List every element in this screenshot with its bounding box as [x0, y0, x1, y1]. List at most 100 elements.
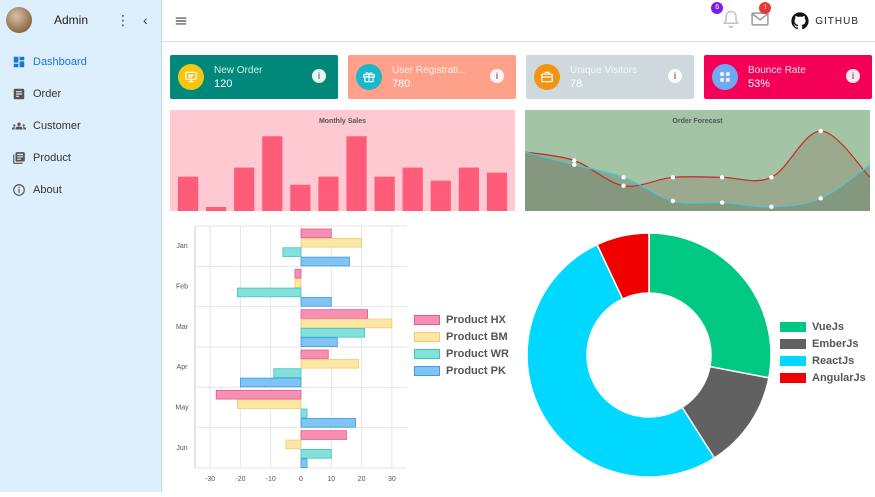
dashboard-icon: [13, 56, 25, 68]
stat-card-new-order[interactable]: New Order 120 i: [170, 55, 338, 99]
avatar[interactable]: [6, 7, 32, 33]
forecast-line: [525, 151, 870, 208]
product-bar[interactable]: [237, 287, 302, 298]
stat-card-bounce-rate[interactable]: Bounce Rate 53% i: [704, 55, 872, 99]
grid-icon: [712, 64, 738, 90]
framework-legend: VueJs EmberJs ReactJs AngularJs: [780, 321, 866, 389]
product-bar[interactable]: [294, 278, 302, 288]
sales-bar: [262, 136, 283, 211]
legend-item-vuejs[interactable]: VueJs: [780, 321, 866, 333]
product-bar[interactable]: [300, 297, 332, 307]
legend-item-pk[interactable]: Product PK: [414, 365, 509, 377]
legend-label: VueJs: [812, 321, 845, 333]
product-bar[interactable]: [300, 256, 350, 267]
product-bar[interactable]: [300, 349, 329, 360]
product-bar[interactable]: [294, 268, 302, 279]
forecast-point[interactable]: [670, 198, 676, 204]
forecast-point[interactable]: [572, 158, 577, 163]
forecast-point[interactable]: [769, 175, 774, 180]
sidebar-item-about[interactable]: About: [0, 174, 161, 206]
y-tick-label: Jun: [176, 445, 187, 452]
product-bar[interactable]: [282, 247, 302, 257]
y-tick-label: Jan: [176, 243, 187, 250]
donut-slice[interactable]: [596, 232, 650, 300]
github-label: GITHUB: [815, 15, 859, 27]
product-bar[interactable]: [300, 309, 369, 319]
mail-button[interactable]: !: [749, 1, 772, 34]
product-bar[interactable]: [300, 228, 332, 239]
card-title: Unique Visitors: [570, 64, 638, 76]
forecast-point[interactable]: [818, 128, 823, 134]
github-link[interactable]: GITHUB: [791, 12, 859, 30]
card-value: 780: [392, 77, 411, 90]
y-tick-label: May: [175, 405, 189, 412]
sales-bar: [402, 167, 423, 211]
forecast-point[interactable]: [621, 183, 626, 188]
products-chart-panel: -30 -20 -10 0 10 20 30 Jan Feb Mar Apr May Jun: [162, 220, 512, 492]
sales-bar: [318, 176, 339, 211]
product-bar[interactable]: [237, 399, 302, 409]
stat-card-unique-visitors[interactable]: Unique Visitors 78 i: [526, 55, 694, 99]
product-bar[interactable]: [300, 237, 362, 248]
forecast-point[interactable]: [719, 200, 725, 205]
forecast-point[interactable]: [572, 162, 577, 167]
sidebar-item-dashboard[interactable]: Dashboard: [0, 46, 161, 78]
forecast-point[interactable]: [621, 175, 626, 180]
product-bar[interactable]: [285, 439, 302, 450]
product-bar[interactable]: [300, 430, 347, 440]
forecast-area: [525, 131, 870, 211]
menu-icon[interactable]: [174, 14, 188, 28]
more-vert-icon[interactable]: ⋮: [116, 11, 130, 28]
product-bar[interactable]: [300, 449, 332, 459]
order-forecast-panel: Order Forecast: [525, 110, 870, 211]
info-icon[interactable]: i: [312, 69, 326, 83]
sidebar-item-order[interactable]: Order: [0, 78, 161, 110]
product-icon: [13, 152, 25, 164]
chevron-left-icon[interactable]: ‹: [143, 12, 148, 28]
legend-item-hx[interactable]: Product HX: [414, 314, 509, 326]
user-name: Admin: [54, 13, 89, 27]
product-bar[interactable]: [300, 458, 308, 468]
info-icon[interactable]: i: [490, 69, 504, 83]
legend-item-angularjs[interactable]: AngularJs: [780, 372, 866, 384]
forecast-point[interactable]: [670, 175, 676, 180]
forecast-point[interactable]: [818, 196, 823, 201]
sidebar-item-product[interactable]: Product: [0, 142, 161, 174]
sidebar-item-customer[interactable]: Customer: [0, 110, 161, 142]
legend-label: Product WR: [446, 348, 509, 360]
product-bar[interactable]: [215, 389, 302, 400]
product-bar[interactable]: [273, 368, 302, 378]
forecast-point[interactable]: [769, 204, 774, 209]
info-icon[interactable]: i: [668, 69, 682, 83]
legend-item-emberjs[interactable]: EmberJs: [780, 338, 866, 350]
product-bar[interactable]: [300, 408, 308, 419]
sidebar-item-label: Order: [33, 88, 62, 100]
x-tick-label: -30: [205, 476, 215, 483]
legend-label: AngularJs: [812, 372, 866, 384]
info-icon: [13, 184, 25, 196]
info-icon[interactable]: i: [846, 69, 860, 83]
card-title: User Registrati...: [392, 64, 467, 76]
product-bar[interactable]: [240, 377, 302, 388]
product-bar[interactable]: [300, 418, 356, 428]
product-bar[interactable]: [300, 328, 365, 338]
donut-slice[interactable]: [648, 232, 772, 379]
donut-slice[interactable]: [526, 243, 716, 478]
forecast-point[interactable]: [719, 175, 725, 180]
sales-bar: [374, 176, 395, 211]
sidebar-item-label: Dashboard: [33, 56, 87, 68]
x-tick-label: 20: [358, 476, 366, 483]
stat-card-user-registrations[interactable]: User Registrati... 780 i: [348, 55, 516, 99]
notifications-button[interactable]: 6: [711, 1, 741, 34]
legend-item-wr[interactable]: Product WR: [414, 348, 509, 360]
product-bar[interactable]: [300, 337, 338, 347]
products-legend: Product HX Product BM Product WR Product…: [414, 314, 509, 382]
legend-item-bm[interactable]: Product BM: [414, 331, 509, 343]
y-tick-label: Feb: [176, 284, 188, 291]
product-bar[interactable]: [300, 358, 359, 369]
sidebar-header: Admin ⋮ ‹: [0, 0, 161, 40]
top-app-bar: 6 ! GITHUB: [162, 0, 875, 42]
legend-item-reactjs[interactable]: ReactJs: [780, 355, 866, 367]
sidebar-item-label: Product: [33, 152, 71, 164]
product-bar[interactable]: [300, 318, 393, 329]
